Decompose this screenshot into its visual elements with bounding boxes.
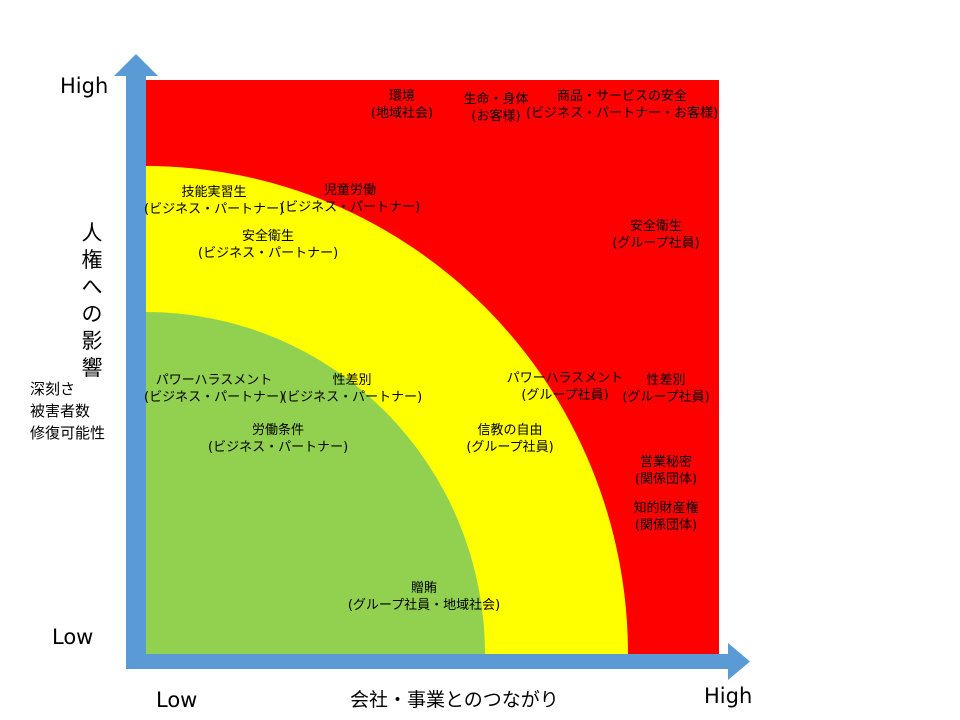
risk-item-stakeholder: (関係団体) — [634, 472, 698, 487]
risk-item-ohs-partner: 安全衛生 (ビジネス・パートナー) — [198, 228, 338, 262]
risk-item-stakeholder: (ビジネス・パートナー・お客様) — [526, 106, 719, 121]
risk-item-stakeholder: (グループ社員) — [521, 388, 609, 403]
risk-item-stakeholder: (ビジネス・パートナー) — [198, 246, 339, 261]
y-axis-title: 人 権 へ の 影 響 — [78, 220, 106, 382]
risk-item-stakeholder: (ビジネス・パートナー) — [144, 202, 285, 217]
risk-item-ip-rights: 知的財産権 (関係団体) — [622, 500, 710, 534]
risk-item-powerharass-group: パワーハラスメント (グループ社員) — [506, 370, 624, 404]
risk-item-name: 性差別 — [332, 373, 372, 388]
risk-item-child-labor: 児童労働 (ビジネス・パートナー) — [280, 182, 420, 216]
x-axis-title: 会社・事業とのつながり — [350, 689, 559, 711]
y-axis-metrics: 深刻さ 被害者数 修復可能性 — [30, 378, 105, 444]
risk-item-name: 安全衛生 — [241, 229, 294, 244]
risk-item-powerharass-partner: パワーハラスメント (ビジネス・パートナー) — [144, 372, 284, 406]
y-axis-title-char: 響 — [81, 356, 103, 380]
risk-item-stakeholder: (グループ社員) — [622, 390, 710, 405]
y-axis-title-char: の — [81, 302, 103, 326]
risk-item-stakeholder: (ビジネス・パートナー) — [282, 390, 423, 405]
risk-item-labor-conditions: 労働条件 (ビジネス・パートナー) — [208, 422, 348, 456]
risk-item-stakeholder: (グループ社員・地域社会) — [347, 598, 501, 613]
metric-victims: 被害者数 — [30, 402, 91, 420]
risk-item-environment: 環境 (地域社会) — [362, 88, 442, 122]
risk-item-technical-intern: 技能実習生 (ビジネス・パートナー) — [144, 184, 284, 218]
risk-item-name: 児童労働 — [323, 183, 376, 198]
y-axis-low-label: Low — [52, 625, 94, 649]
risk-item-name: 安全衛生 — [629, 219, 682, 234]
risk-item-name: 性差別 — [646, 373, 686, 388]
risk-item-gender-partner: 性差別 (ビジネス・パートナー) — [282, 372, 422, 406]
risk-item-name: 贈賄 — [410, 581, 437, 596]
y-axis-title-char: へ — [81, 275, 103, 299]
risk-item-religious-freedom: 信教の自由 (グループ社員) — [458, 422, 562, 456]
x-axis-arrow — [126, 643, 750, 680]
risk-item-name: 環境 — [388, 89, 415, 104]
metric-severity: 深刻さ — [30, 380, 76, 398]
risk-item-name: 技能実習生 — [181, 185, 247, 200]
risk-item-name: 商品・サービスの安全 — [556, 89, 687, 104]
risk-item-name: 生命・身体 — [463, 92, 529, 107]
low-risk-zone — [146, 312, 485, 654]
risk-item-stakeholder: (ビジネス・パートナー) — [208, 440, 349, 455]
risk-item-stakeholder: (ビジネス・パートナー) — [144, 390, 285, 405]
risk-item-bribery: 贈賄 (グループ社員・地域社会) — [334, 580, 514, 614]
x-axis-high-label: High — [704, 684, 753, 708]
risk-item-name: 信教の自由 — [477, 423, 543, 438]
risk-item-trade-secrets: 営業秘密 (関係団体) — [622, 454, 710, 488]
risk-item-stakeholder: (地域社会) — [370, 106, 434, 121]
risk-item-name: 労働条件 — [251, 423, 304, 438]
risk-item-stakeholder: (グループ社員) — [612, 236, 700, 251]
risk-item-stakeholder: (お客様) — [471, 109, 521, 124]
y-axis-high-label: High — [60, 74, 109, 98]
y-axis-title-char: 人 — [81, 221, 103, 245]
y-axis-title-char: 影 — [81, 329, 103, 353]
risk-item-stakeholder: (関係団体) — [634, 518, 698, 533]
risk-item-name: 知的財産権 — [633, 501, 699, 516]
risk-item-life-body: 生命・身体 (お客様) — [452, 91, 540, 125]
risk-item-gender-group: 性差別 (グループ社員) — [614, 372, 718, 406]
risk-item-ohs-group: 安全衛生 (グループ社員) — [604, 218, 708, 252]
risk-item-name: パワーハラスメント — [155, 373, 273, 388]
risk-item-name: 営業秘密 — [639, 455, 692, 470]
metric-remediability: 修復可能性 — [30, 424, 106, 442]
risk-item-stakeholder: (ビジネス・パートナー) — [280, 200, 421, 215]
risk-item-name: パワーハラスメント — [506, 371, 624, 386]
x-axis-low-label: Low — [156, 688, 198, 712]
risk-item-stakeholder: (グループ社員) — [466, 440, 554, 455]
y-axis-arrow — [114, 54, 158, 669]
y-axis-title-char: 権 — [81, 248, 103, 272]
risk-item-product-safety: 商品・サービスの安全 (ビジネス・パートナー・お客様) — [526, 88, 718, 122]
